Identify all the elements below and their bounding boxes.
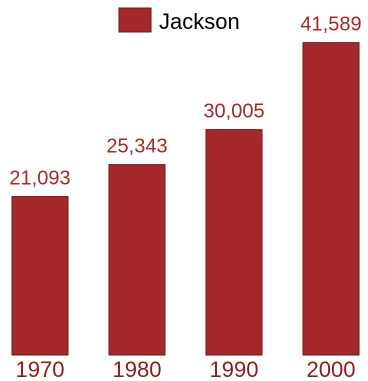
bar-1970 — [11, 196, 69, 356]
value-label-1970: 21,093 — [9, 168, 70, 190]
x-tick-label-1980: 1980 — [113, 357, 162, 381]
value-label-1980: 25,343 — [106, 136, 167, 158]
bars: 21,093 1970 25,343 1980 30,005 1990 41,589 2000 — [9, 14, 361, 381]
x-tick-label-1990: 1990 — [210, 357, 259, 381]
legend: Jackson — [118, 7, 240, 34]
x-tick-label-2000: 2000 — [307, 357, 356, 381]
legend-swatch-jackson — [118, 7, 152, 33]
value-label-2000: 41,589 — [300, 14, 361, 36]
value-label-1990: 30,005 — [203, 101, 264, 123]
x-tick-label-1970: 1970 — [16, 357, 65, 381]
bar-1990 — [205, 129, 263, 356]
bar-1980 — [108, 164, 166, 356]
legend-label-jackson: Jackson — [159, 9, 240, 34]
bar-2000 — [302, 42, 360, 356]
